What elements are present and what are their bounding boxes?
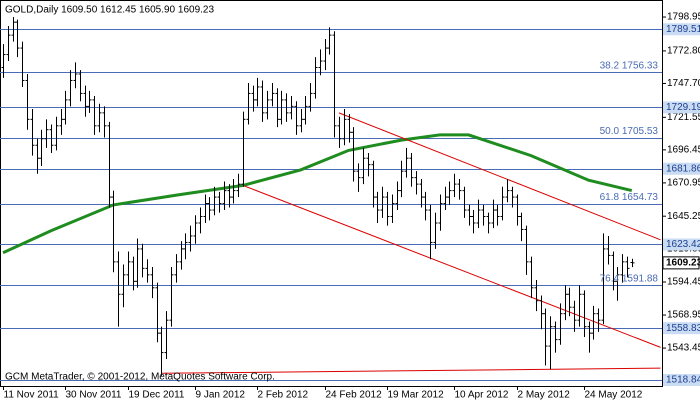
level-price: 1591.88	[622, 273, 659, 284]
y-tick-label: 1594.45	[667, 277, 700, 288]
x-tick-label: 11 Nov 2011	[4, 390, 60, 401]
level-box	[663, 322, 700, 335]
x-tick-label: 9 Jan 2012	[196, 390, 246, 401]
level-price: 1729.19	[666, 102, 700, 113]
level-price: 1705.53	[622, 126, 659, 137]
y-tick-label: 1568.95	[667, 310, 700, 321]
current-price: 1609.23	[666, 258, 700, 269]
plot-frame	[0, 0, 663, 387]
y-tick-label: 1798.95	[667, 12, 700, 23]
x-tick-label: 10 Apr 2012	[455, 390, 509, 401]
trend-line	[161, 367, 661, 374]
level-price: 1681.86	[666, 163, 700, 174]
trend-line	[242, 184, 661, 348]
footer: GCM MetaTrader, © 2001-2012, MetaQuotes …	[5, 372, 275, 383]
y-tick-label: 1772.80	[667, 46, 700, 57]
y-tick-label: 1696.45	[667, 144, 700, 155]
level-box	[663, 162, 700, 175]
x-tick-label: 24 May 2012	[585, 390, 643, 401]
level-label: 61.8 1654.73	[600, 192, 659, 203]
fib-ratio: 38.2	[600, 60, 620, 71]
level-label: 76.4 1591.88	[600, 273, 659, 284]
chart-title: GOLD,Daily 1609.50 1612.45 1605.90 1609.…	[5, 5, 214, 16]
y-tick-label: 1747.70	[667, 78, 700, 89]
x-tick-label: 19 Mar 2012	[388, 390, 445, 401]
y-tick-label: 1670.95	[667, 178, 700, 189]
fib-ratio: 61.8	[600, 192, 620, 203]
x-tick-label: 24 Feb 2012	[326, 390, 383, 401]
fib-ratio: 50.0	[600, 126, 620, 137]
level-price: 1789.51	[666, 24, 700, 35]
level-box	[663, 101, 700, 114]
y-tick-label: 1543.45	[667, 343, 700, 354]
level-label: 38.2 1756.33	[600, 60, 659, 71]
trend-line	[338, 112, 661, 241]
y-tick-label: 1721.55	[667, 112, 700, 123]
x-tick-label: 19 Dec 2011	[129, 390, 185, 401]
level-price: 1518.84	[666, 375, 700, 386]
level-price: 1654.73	[622, 192, 659, 203]
level-box	[663, 238, 700, 251]
level-price: 1756.33	[622, 60, 659, 71]
level-price: 1623.42	[666, 239, 700, 250]
fib-ratio: 76.4	[600, 273, 620, 284]
x-tick-label: 2 May 2012	[518, 390, 571, 401]
y-tick-label: 1645.25	[667, 211, 700, 222]
level-box	[663, 373, 700, 386]
level-label: 50.0 1705.53	[600, 126, 659, 137]
current-price-box	[662, 256, 700, 270]
level-box	[663, 23, 700, 36]
level-price: 1558.83	[666, 323, 700, 334]
x-tick-label: 2 Feb 2012	[258, 390, 309, 401]
x-tick-label: 30 Nov 2011	[66, 390, 122, 401]
